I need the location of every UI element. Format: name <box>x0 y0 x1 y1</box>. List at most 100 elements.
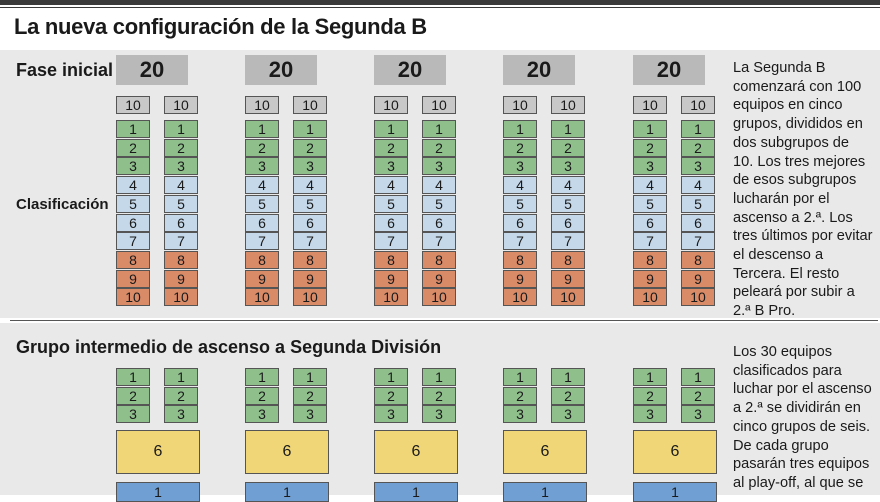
playoff-group-2-position: 1 <box>245 482 329 502</box>
group-4-subgroup-1-position-1: 1 <box>503 120 537 138</box>
intermediate-group-4-subgroup-2-position-2: 2 <box>551 386 585 405</box>
group-5-subgroup-2-position-2: 2 <box>681 138 715 157</box>
group-2-subgroup-2-position-3: 3 <box>293 157 327 176</box>
group-1-subgroup-2-position-10: 10 <box>164 288 198 307</box>
intermediate-group-4-subgroup-1-position-2: 2 <box>503 386 537 405</box>
playoff-group-1-position: 1 <box>116 482 200 502</box>
group-1-subgroup-1-total: 10 <box>116 96 150 114</box>
classification-label: Clasificación <box>16 196 109 213</box>
top-rule <box>0 0 880 5</box>
group-1-subgroup-2-position-9: 9 <box>164 269 198 288</box>
group-4-subgroup-2-position-7: 7 <box>551 232 585 251</box>
group-4-subgroup-1-position-4: 4 <box>503 176 537 195</box>
group-4-subgroup-2-position-8: 8 <box>551 250 585 269</box>
intermediate-group-1-subgroup-2-position-3: 3 <box>164 405 198 424</box>
group-1-subgroup-2-position-5: 5 <box>164 194 198 213</box>
group-5-subgroup-2-position-10: 10 <box>681 288 715 307</box>
group-5-subgroup-2-position-4: 4 <box>681 176 715 195</box>
group-2-subgroup-1-position-4: 4 <box>245 176 279 195</box>
group-3-subgroup-1-position-10: 10 <box>374 288 408 307</box>
group-1-subgroup-1-position-7: 7 <box>116 232 150 251</box>
page-title: La nueva configuración de la Segunda B <box>14 14 427 39</box>
group-4-subgroup-1-position-6: 6 <box>503 213 537 232</box>
group-1-subgroup-1-position-8: 8 <box>116 250 150 269</box>
group-2-subgroup-1-position-8: 8 <box>245 250 279 269</box>
group-2-subgroup-1-position-1: 1 <box>245 120 279 138</box>
group-1-subgroup-2-position-2: 2 <box>164 138 198 157</box>
group-1-subgroup-1-position-5: 5 <box>116 194 150 213</box>
group-2-subgroup-2-position-2: 2 <box>293 138 327 157</box>
intermediate-group-3-subgroup-2-position-1: 1 <box>422 368 456 386</box>
group-1-subgroup-2-position-3: 3 <box>164 157 198 176</box>
group-1-subgroup-1-position-10: 10 <box>116 288 150 307</box>
group-3-subgroup-2-position-2: 2 <box>422 138 456 157</box>
intermediate-group-2-size: 6 <box>245 430 329 474</box>
group-5-subgroup-1-position-4: 4 <box>633 176 667 195</box>
group-3-subgroup-2-total: 10 <box>422 96 456 114</box>
intermediate-group-1-subgroup-1-position-3: 3 <box>116 405 150 424</box>
group-5-subgroup-1-position-2: 2 <box>633 138 667 157</box>
group-4-subgroup-1-total: 10 <box>503 96 537 114</box>
group-3-subgroup-2-position-3: 3 <box>422 157 456 176</box>
group-2-subgroup-1-position-6: 6 <box>245 213 279 232</box>
group-3-subgroup-2-position-5: 5 <box>422 194 456 213</box>
intermediate-group-5-subgroup-2-position-2: 2 <box>681 386 715 405</box>
group-3-subgroup-2-position-8: 8 <box>422 250 456 269</box>
section-separator-line <box>10 320 878 321</box>
group-1-subgroup-1-position-6: 6 <box>116 213 150 232</box>
intermediate-group-3-subgroup-1-position-2: 2 <box>374 386 408 405</box>
group-1-subgroup-1-position-9: 9 <box>116 269 150 288</box>
intermediate-group-5-size: 6 <box>633 430 717 474</box>
intermediate-group-4-subgroup-2-position-3: 3 <box>551 405 585 424</box>
group-2-subgroup-2-position-4: 4 <box>293 176 327 195</box>
playoff-group-3-position: 1 <box>374 482 458 502</box>
group-5-subgroup-2-position-1: 1 <box>681 120 715 138</box>
group-3-subgroup-2-position-4: 4 <box>422 176 456 195</box>
group-2-subgroup-2-position-6: 6 <box>293 213 327 232</box>
intermediate-group-1-subgroup-2-position-1: 1 <box>164 368 198 386</box>
intermediate-group-title: Grupo intermedio de ascenso a Segunda Di… <box>16 337 442 357</box>
group-1-subgroup-2-position-4: 4 <box>164 176 198 195</box>
group-4-subgroup-2-position-1: 1 <box>551 120 585 138</box>
group-5-subgroup-2-position-3: 3 <box>681 157 715 176</box>
group-5-subgroup-1-position-8: 8 <box>633 250 667 269</box>
group-1-subgroup-2-position-6: 6 <box>164 213 198 232</box>
group-4-subgroup-1-position-2: 2 <box>503 138 537 157</box>
group-5-subgroup-2-position-6: 6 <box>681 213 715 232</box>
group-3-subgroup-2-position-6: 6 <box>422 213 456 232</box>
group-5-subgroup-1-position-1: 1 <box>633 120 667 138</box>
group-3-subgroup-1-position-7: 7 <box>374 232 408 251</box>
group-5-subgroup-2-position-8: 8 <box>681 250 715 269</box>
group-3-subgroup-1-position-3: 3 <box>374 157 408 176</box>
group-1-subgroup-2-position-1: 1 <box>164 120 198 138</box>
intermediate-group-5-subgroup-2-position-1: 1 <box>681 368 715 386</box>
group-1-subgroup-2-total: 10 <box>164 96 198 114</box>
intermediate-group-1-subgroup-1-position-2: 2 <box>116 386 150 405</box>
group-2-subgroup-1-position-2: 2 <box>245 138 279 157</box>
group-3-subgroup-1-position-1: 1 <box>374 120 408 138</box>
group-2-subgroup-1-position-3: 3 <box>245 157 279 176</box>
initial-phase-description: La Segunda B comenzará con 100 equipos e… <box>733 60 873 320</box>
group-2-subgroup-1-position-10: 10 <box>245 288 279 307</box>
group-1-subgroup-1-position-2: 2 <box>116 138 150 157</box>
group-4-subgroup-2-position-4: 4 <box>551 176 585 195</box>
group-2-subgroup-1-position-5: 5 <box>245 194 279 213</box>
group-5-subgroup-1-position-10: 10 <box>633 288 667 307</box>
group-3-subgroup-2-position-1: 1 <box>422 120 456 138</box>
intermediate-group-1-subgroup-1-position-1: 1 <box>116 368 150 386</box>
group-2-subgroup-1-total: 10 <box>245 96 279 114</box>
intermediate-group-3-subgroup-1-position-3: 3 <box>374 405 408 424</box>
group-5-subgroup-1-position-6: 6 <box>633 213 667 232</box>
group-2-subgroup-2-position-8: 8 <box>293 250 327 269</box>
group-3-total: 20 <box>374 55 446 85</box>
group-3-subgroup-2-position-7: 7 <box>422 232 456 251</box>
group-4-subgroup-1-position-3: 3 <box>503 157 537 176</box>
group-2-subgroup-2-position-1: 1 <box>293 120 327 138</box>
group-5-subgroup-2-position-9: 9 <box>681 269 715 288</box>
initial-phase-title: Fase inicial <box>16 60 114 80</box>
playoff-group-5-position: 1 <box>633 482 717 502</box>
group-3-subgroup-2-position-9: 9 <box>422 269 456 288</box>
group-3-subgroup-1-position-8: 8 <box>374 250 408 269</box>
intermediate-group-1-size: 6 <box>116 430 200 474</box>
group-1-subgroup-2-position-7: 7 <box>164 232 198 251</box>
